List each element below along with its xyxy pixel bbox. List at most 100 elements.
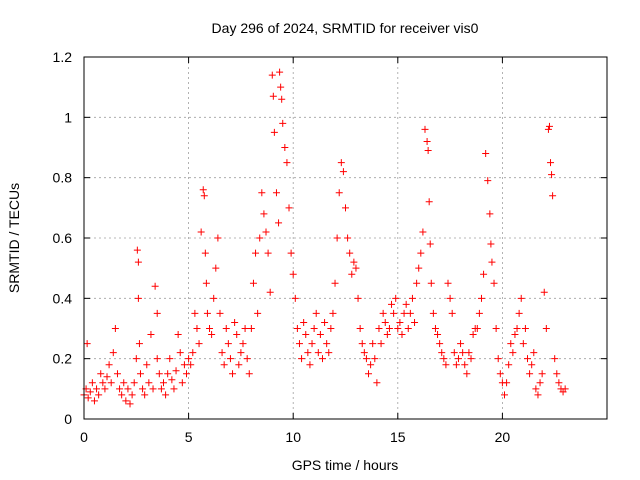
data-point <box>396 318 404 326</box>
data-point <box>149 385 157 393</box>
data-point <box>103 373 111 381</box>
data-point <box>239 340 247 348</box>
data-point <box>120 379 128 387</box>
data-point <box>465 349 473 357</box>
y-tick-label: 0.6 <box>53 230 73 246</box>
data-point <box>448 309 456 317</box>
data-point <box>377 340 385 348</box>
data-point <box>260 210 268 218</box>
data-point <box>83 340 91 348</box>
data-point <box>480 270 488 278</box>
data-point <box>285 204 293 212</box>
data-point <box>394 325 402 332</box>
data-point <box>321 318 329 326</box>
data-point <box>417 249 425 257</box>
data-point <box>107 379 115 387</box>
data-point <box>178 379 186 387</box>
data-point <box>496 370 504 378</box>
data-point <box>402 300 410 308</box>
data-point <box>214 234 222 242</box>
data-point <box>109 349 117 357</box>
data-point <box>193 325 201 332</box>
data-point <box>136 370 144 378</box>
data-point <box>369 340 377 348</box>
data-point <box>155 370 163 378</box>
data-point <box>373 379 381 387</box>
data-point <box>339 168 347 176</box>
data-point <box>408 294 416 302</box>
data-point <box>243 355 251 363</box>
data-point <box>400 309 408 317</box>
data-point <box>352 264 360 272</box>
data-point <box>145 379 153 387</box>
data-point <box>534 391 542 399</box>
data-point <box>224 340 232 348</box>
data-point <box>521 325 529 332</box>
data-point <box>276 68 284 76</box>
data-point <box>199 186 207 194</box>
data-point <box>185 355 193 363</box>
data-point <box>268 71 276 79</box>
data-point <box>220 361 228 369</box>
data-point <box>206 325 214 332</box>
data-point <box>241 325 249 332</box>
data-point <box>526 370 534 378</box>
data-point <box>528 361 536 369</box>
data-point <box>93 385 101 393</box>
data-point <box>406 309 414 317</box>
data-point <box>494 355 502 363</box>
x-tick-label: 5 <box>185 429 193 445</box>
data-point <box>452 361 460 369</box>
data-point <box>375 325 383 332</box>
data-point <box>362 355 370 363</box>
data-point <box>281 144 289 151</box>
data-point <box>314 349 322 357</box>
y-tick-label: 0.4 <box>53 290 73 306</box>
data-point <box>540 288 548 296</box>
data-point <box>310 325 318 332</box>
data-point <box>168 376 176 384</box>
data-point <box>524 355 532 363</box>
data-point <box>111 325 119 332</box>
data-point <box>266 288 274 296</box>
data-point <box>500 391 508 399</box>
data-point <box>490 279 498 287</box>
data-point <box>143 361 151 369</box>
data-point <box>371 355 379 363</box>
data-point <box>231 318 239 326</box>
data-point <box>262 228 270 236</box>
data-point <box>513 325 521 332</box>
data-point <box>180 361 188 369</box>
data-point <box>216 309 224 317</box>
data-point <box>450 349 458 357</box>
data-point <box>348 270 356 278</box>
data-point <box>278 95 286 103</box>
data-point <box>237 349 245 357</box>
data-point <box>457 340 465 348</box>
data-point <box>473 325 481 332</box>
data-point <box>218 349 226 357</box>
data-point <box>419 228 427 236</box>
data-point <box>162 391 170 399</box>
data-point <box>203 309 211 317</box>
data-point <box>438 349 446 357</box>
data-point <box>132 355 140 363</box>
data-point <box>548 171 556 179</box>
data-point <box>538 370 546 378</box>
data-point <box>269 92 277 100</box>
data-point <box>532 385 540 393</box>
data-point <box>484 177 492 185</box>
data-point <box>426 240 434 248</box>
data-point <box>442 361 450 369</box>
data-point <box>542 325 550 332</box>
data-point <box>421 125 429 133</box>
data-point <box>477 294 485 302</box>
data-point <box>487 240 495 248</box>
data-point <box>258 189 266 197</box>
data-point <box>555 379 563 387</box>
data-point <box>272 189 280 197</box>
data-point <box>358 340 366 348</box>
data-point <box>229 370 237 378</box>
data-point <box>342 204 349 212</box>
data-point <box>424 147 432 155</box>
